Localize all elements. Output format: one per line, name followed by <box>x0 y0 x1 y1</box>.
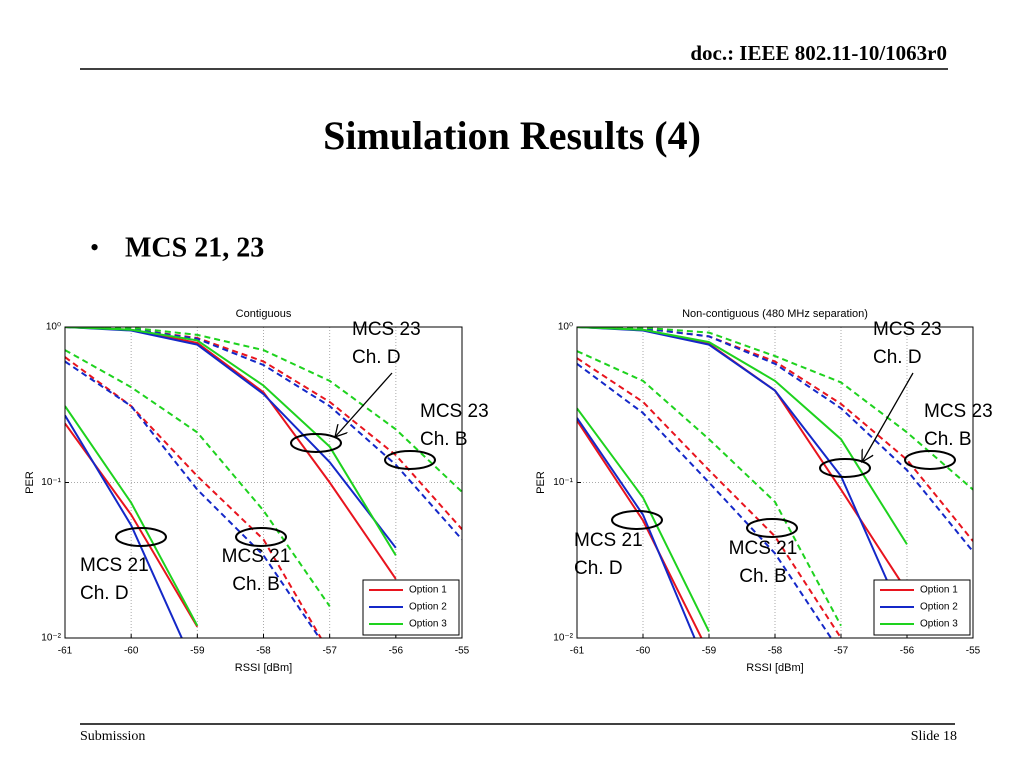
series-line <box>577 327 908 545</box>
legend-label: Option 2 <box>409 602 447 613</box>
series-line <box>577 327 973 542</box>
series-line <box>577 327 973 491</box>
annotation-ellipse <box>746 518 798 538</box>
y-tick-label: 10⁻¹ <box>553 477 573 488</box>
annotation-ellipse <box>290 433 342 453</box>
x-tick-label: -55 <box>455 646 470 657</box>
legend-label: Option 1 <box>920 585 958 596</box>
plot-frame <box>576 326 974 639</box>
annotation: Ch. D <box>574 558 623 579</box>
series-line <box>65 405 199 627</box>
annotation-ellipse <box>384 450 436 470</box>
x-tick-label: -60 <box>124 646 139 657</box>
annotation-ellipse <box>235 527 287 547</box>
legend-label: Option 2 <box>920 602 958 613</box>
chart-title: Non-contiguous (480 MHz separation) <box>682 308 868 320</box>
x-tick-label: -58 <box>256 646 271 657</box>
annotation-ellipse <box>115 527 167 547</box>
series-line <box>577 350 842 627</box>
annotation: MCS 21 <box>222 546 291 567</box>
series-line <box>65 327 462 530</box>
doc-id: doc.: IEEE 802.11-10/1063r0 <box>690 41 947 65</box>
annotation-ellipse <box>611 510 663 530</box>
footer-left: Submission <box>80 729 145 744</box>
series-line <box>577 417 696 638</box>
series-line <box>577 357 842 638</box>
annotation-ellipse <box>904 450 956 470</box>
x-tick-label: -56 <box>900 646 915 657</box>
annotation-arrow <box>335 372 393 437</box>
x-tick-label: -57 <box>834 646 849 657</box>
y-axis-label: PER <box>535 471 547 494</box>
annotation-ellipse <box>819 458 871 478</box>
annotation: Ch. D <box>352 347 401 368</box>
y-tick-label: 10⁰ <box>558 322 573 333</box>
annotation: MCS 23 <box>420 401 489 422</box>
series-line <box>65 356 323 638</box>
x-tick-label: -58 <box>768 646 783 657</box>
x-tick-label: -60 <box>636 646 651 657</box>
y-tick-label: 10⁻² <box>41 633 61 644</box>
annotation: MCS 23 <box>924 401 993 422</box>
series-line <box>65 349 331 607</box>
annotation: Ch. B <box>924 429 972 450</box>
series-line <box>65 360 321 638</box>
footer-right: Slide 18 <box>911 729 957 744</box>
annotation: MCS 21 <box>729 538 798 559</box>
y-tick-label: 10⁻² <box>553 633 573 644</box>
curves <box>577 327 973 638</box>
chart-title: Contiguous <box>236 308 292 320</box>
bullet-dot: • <box>90 233 99 262</box>
x-tick-label: -57 <box>322 646 337 657</box>
series-line <box>65 327 462 541</box>
x-tick-label: -59 <box>190 646 205 657</box>
series-line <box>577 327 973 553</box>
annotation: Ch. B <box>739 566 787 587</box>
annotation: Ch. B <box>420 429 468 450</box>
x-tick-label: -56 <box>389 646 404 657</box>
annotation: MCS 21 <box>80 555 149 576</box>
series-line <box>577 407 710 633</box>
x-tick-label: -61 <box>58 646 73 657</box>
series-line <box>577 362 833 638</box>
y-axis-label: PER <box>24 471 36 494</box>
annotation-arrow <box>862 372 914 462</box>
slide-title: Simulation Results (4) <box>323 113 701 158</box>
y-tick-label: 10⁰ <box>46 322 61 333</box>
y-tick-label: 10⁻¹ <box>41 477 61 488</box>
x-tick-label: -59 <box>702 646 717 657</box>
annotation: MCS 21 <box>574 530 643 551</box>
legend-label: Option 1 <box>409 585 447 596</box>
annotation: Ch. D <box>80 583 129 604</box>
x-axis-label: RSSI [dBm] <box>746 662 803 674</box>
annotation: MCS 23 <box>352 319 421 340</box>
series-line <box>65 327 462 493</box>
curves <box>65 327 462 638</box>
series-line <box>65 327 397 556</box>
x-tick-label: -61 <box>570 646 585 657</box>
plot-frame <box>64 326 463 639</box>
bullet-text: MCS 21, 23 <box>125 232 264 263</box>
annotation: Ch. B <box>232 574 280 595</box>
annotation: MCS 23 <box>873 319 942 340</box>
legend-label: Option 3 <box>920 619 958 630</box>
series-line <box>65 414 183 638</box>
annotation: Ch. D <box>873 347 922 368</box>
x-tick-label: -55 <box>966 646 981 657</box>
x-axis-label: RSSI [dBm] <box>235 662 292 674</box>
series-line <box>577 420 703 638</box>
legend-label: Option 3 <box>409 619 447 630</box>
